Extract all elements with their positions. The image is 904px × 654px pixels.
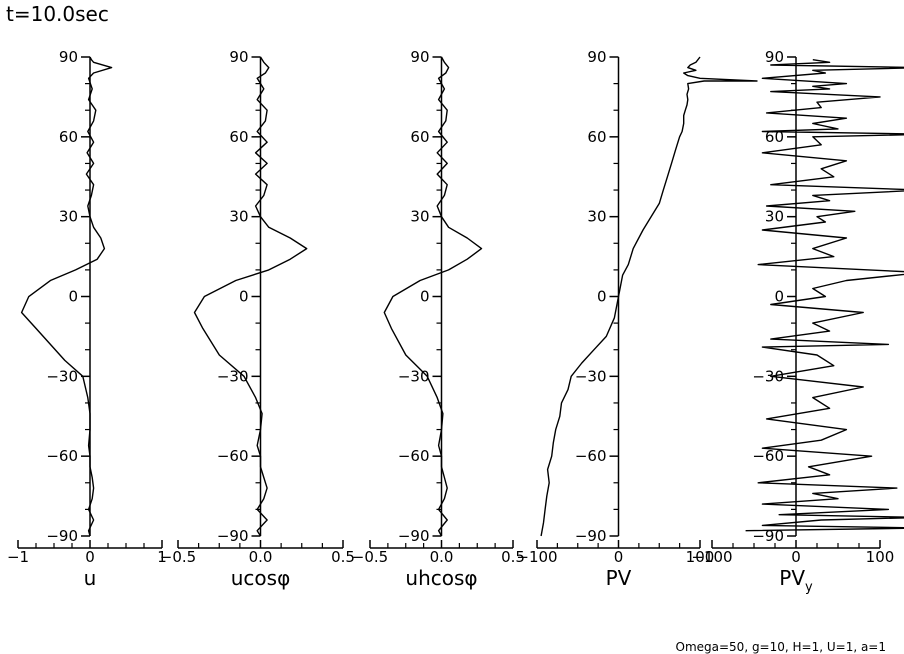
y-tick-label: 30	[587, 208, 606, 226]
y-tick-label: −60	[575, 447, 607, 465]
y-tick-label: −60	[46, 447, 78, 465]
x-tick-label: 100	[686, 548, 715, 566]
x-tick-label: 0	[85, 548, 95, 566]
panel-3: −90 −60 −30 0 30 60 90 −0.5 0.0 0.5 uhcosφ	[352, 48, 525, 590]
x-tick-label: −100	[691, 548, 732, 566]
series-line	[20, 56, 113, 537]
x-tick-label: 0.5	[331, 548, 355, 566]
y-tick-label: −30	[46, 367, 78, 385]
y-tick-label: 0	[68, 288, 78, 306]
y-tick-label: 0	[239, 288, 249, 306]
y-tick-label: −30	[217, 367, 249, 385]
y-tick-label: 0	[774, 288, 784, 306]
x-tick-label: 1	[157, 548, 167, 566]
y-tick-label: −90	[46, 527, 78, 545]
y-tick-label: 30	[410, 208, 429, 226]
y-tick-label: −30	[575, 367, 607, 385]
y-tick-label: −60	[752, 447, 784, 465]
y-tick-label: 30	[765, 208, 784, 226]
y-tick-label: 60	[587, 128, 606, 146]
x-axis-label: uhcosφ	[405, 566, 477, 590]
x-axis-label: PVy	[779, 566, 813, 595]
y-tick-label: 90	[765, 48, 784, 66]
y-tick-label: 60	[59, 128, 78, 146]
x-axis-label: ucosφ	[231, 566, 291, 590]
x-axis-label: u	[84, 566, 97, 590]
y-tick-label: 60	[410, 128, 429, 146]
x-tick-label: 0.0	[249, 548, 273, 566]
panel-2: −90 −60 −30 0 30 60 90 −0.5 0.0 0.5 ucosφ	[160, 48, 355, 590]
y-tick-label: −30	[752, 367, 784, 385]
x-axis-label: PV	[606, 566, 632, 590]
y-tick-label: 60	[229, 128, 248, 146]
x-tick-label: 0.5	[501, 548, 525, 566]
y-tick-label: −90	[217, 527, 249, 545]
y-tick-label: −30	[398, 367, 430, 385]
x-tick-label: 100	[866, 548, 895, 566]
x-tick-label: 0.0	[430, 548, 454, 566]
footer-note: Omega=50, g=10, H=1, U=1, a=1	[675, 640, 887, 654]
y-tick-label: −90	[575, 527, 607, 545]
series-line	[745, 59, 904, 532]
page-title: t=10.0sec	[6, 2, 109, 26]
y-tick-label: 30	[229, 208, 248, 226]
x-tick-label: 0	[614, 548, 624, 566]
x-tick-label: −1	[7, 548, 29, 566]
y-tick-label: −90	[398, 527, 430, 545]
x-tick-label: −100	[516, 548, 557, 566]
y-tick-label: −60	[217, 447, 249, 465]
series-line	[540, 56, 758, 537]
y-tick-label: 90	[229, 48, 248, 66]
panel-4: −90 −60 −30 0 30 60 90 −100 0 100 PV	[516, 48, 758, 590]
y-tick-label: 30	[59, 208, 78, 226]
y-tick-label: 90	[587, 48, 606, 66]
series-line	[193, 56, 308, 537]
x-tick-label: −0.5	[160, 548, 196, 566]
x-axis-label-subscript: y	[805, 580, 813, 595]
x-tick-label: 0	[791, 548, 801, 566]
y-tick-label: 90	[59, 48, 78, 66]
y-tick-label: −60	[398, 447, 430, 465]
y-tick-label: −90	[752, 527, 784, 545]
series-line	[383, 56, 483, 537]
y-tick-label: 90	[410, 48, 429, 66]
y-tick-label: 0	[597, 288, 607, 306]
x-tick-label: −0.5	[352, 548, 388, 566]
panel-1: −90 −60 −30 0 30 60 90 −1 0 1 u	[7, 48, 167, 590]
y-tick-label: 0	[420, 288, 430, 306]
